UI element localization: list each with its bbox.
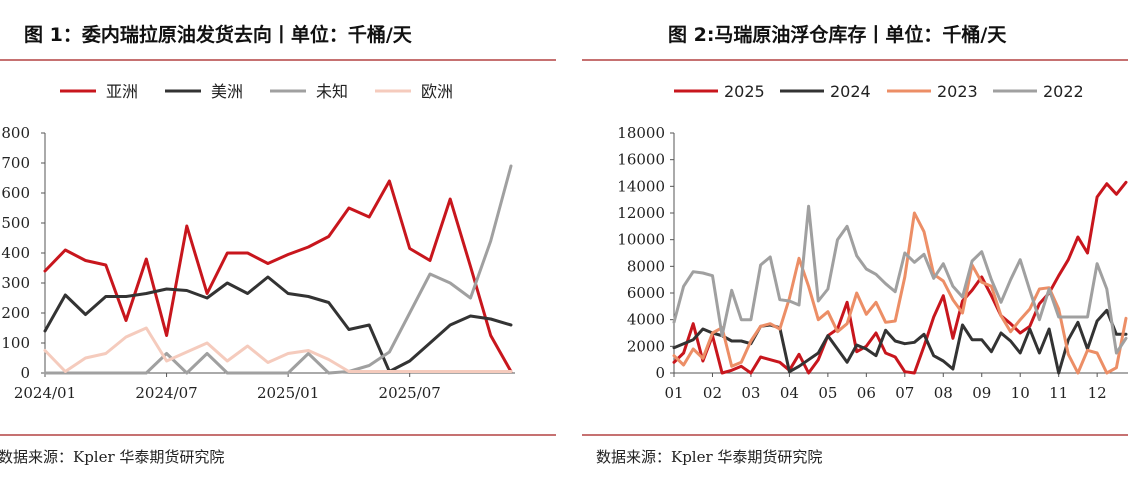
- chart-2-x-tick-label: 01: [664, 384, 683, 402]
- chart-2-x-tick-label: 11: [1049, 384, 1068, 402]
- chart-1-y-tick-label: 300: [1, 274, 30, 292]
- chart-2-x-tick-label: 07: [895, 384, 914, 402]
- chart-2-x-tick-label: 08: [934, 384, 953, 402]
- chart-2-x-tick-label: 06: [857, 384, 876, 402]
- chart-1-source: 数据来源：Kpler 华泰期货研究院: [0, 448, 225, 466]
- chart-1-legend-label-1: 亚洲: [106, 82, 138, 101]
- chart-2-y-tick-label: 0: [655, 364, 665, 382]
- chart-2-x-tick-label: 05: [818, 384, 837, 402]
- chart-1-plot: 0 100 200 300 400 500 600 700 800 2024/01 2024/07 2…: [1, 82, 515, 402]
- chart-panel-2: 图 2:马瑞原油浮仓库存丨单位：千桶/天 0 2000 4000 6000 8000 10…: [582, 0, 1128, 481]
- chart-2-y-tick-label: 8000: [627, 257, 665, 275]
- chart-2-x-tick-label: 10: [1011, 384, 1030, 402]
- chart-1-bottom-divider: [0, 434, 556, 436]
- chart-1-y-tick-label: 600: [1, 184, 30, 202]
- chart-2-y-tick-label: 16000: [617, 151, 665, 169]
- chart-1-y-tick-label: 700: [1, 154, 30, 172]
- chart-2-y-tick-label: 6000: [627, 284, 665, 302]
- chart-2-series-4-line: [672, 204, 1128, 355]
- chart-2-x-tick-label: 09: [972, 384, 991, 402]
- chart-2-y-tick-label: 14000: [617, 177, 665, 195]
- chart-1-y-tick-label: 0: [20, 364, 30, 382]
- chart-1-legend-label-4: 欧洲: [421, 82, 453, 101]
- chart-1-top-divider: [0, 59, 556, 61]
- chart-1-y-tick-label: 800: [1, 124, 30, 142]
- chart-2-top-divider: [582, 59, 1128, 61]
- chart-2-legend-label-3: 2023: [937, 82, 978, 101]
- chart-2-y-tick-label: 12000: [617, 204, 665, 222]
- chart-2-legend-label-4: 2022: [1043, 82, 1084, 101]
- chart-2-x-tick-label: 02: [703, 384, 722, 402]
- chart-2-y-tick-label: 4000: [627, 311, 665, 329]
- chart-2-x-tick-label: 04: [780, 384, 799, 402]
- chart-2-x-tick-label: 12: [1088, 384, 1107, 402]
- chart-2-y-tick-label: 18000: [617, 124, 665, 142]
- chart-2-series-3-line: [672, 211, 1128, 375]
- chart-1-series-2-line: [43, 275, 513, 373]
- chart-1-legend-label-2: 美洲: [211, 82, 243, 101]
- chart-1-x-tick-label: 2025/01: [257, 384, 319, 402]
- chart-1-y-tick-label: 500: [1, 214, 30, 232]
- chart-1-series-1-line: [43, 179, 513, 373]
- chart-2-source: 数据来源：Kpler 华泰期货研究院: [596, 448, 823, 466]
- chart-2-bottom-divider: [582, 434, 1128, 436]
- chart-2-title: 图 2:马瑞原油浮仓库存丨单位：千桶/天: [668, 24, 1007, 46]
- chart-1-x-tick-label: 2024/01: [14, 384, 76, 402]
- chart-1-title: 图 1：委内瑞拉原油发货去向丨单位：千桶/天: [24, 24, 412, 46]
- chart-1-x-tick-label: 2025/07: [379, 384, 441, 402]
- chart-2-y-tick-label: 10000: [617, 231, 665, 249]
- chart-2-x-tick-label: 03: [741, 384, 760, 402]
- chart-1-series-4-line: [43, 326, 513, 373]
- chart-2-y-tick-label: 2000: [627, 337, 665, 355]
- chart-1-y-tick-label: 400: [1, 244, 30, 262]
- chart-1-series-3-line: [43, 164, 513, 375]
- chart-2-legend-label-1: 2025: [724, 82, 765, 101]
- chart-panel-1: 图 1：委内瑞拉原油发货去向丨单位：千桶/天 0 100 200 300 400 500 6…: [0, 0, 556, 481]
- chart-1-y-tick-label: 100: [1, 334, 30, 352]
- chart-1-x-tick-label: 2024/07: [135, 384, 197, 402]
- chart-2-plot: 0 2000 4000 6000 8000 10000 12000 14000 16000 180…: [617, 82, 1128, 402]
- chart-1-legend-label-3: 未知: [316, 82, 348, 101]
- chart-2-legend-label-2: 2024: [830, 82, 871, 101]
- chart-1-y-tick-label: 200: [1, 304, 30, 322]
